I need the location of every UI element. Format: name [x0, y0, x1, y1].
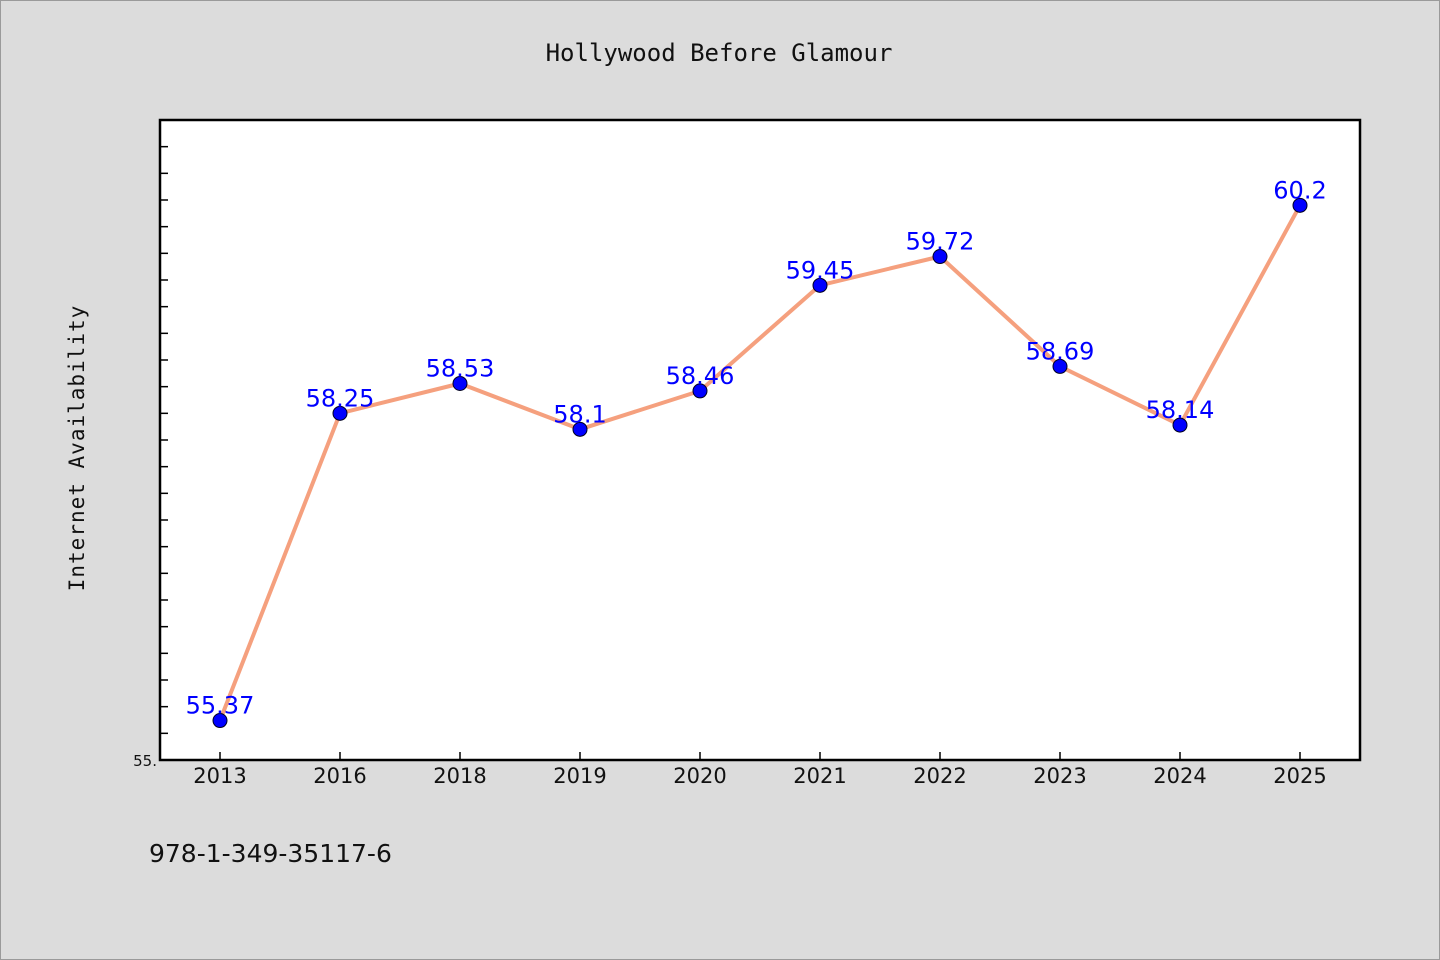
data-label: 58.53	[426, 354, 495, 382]
data-point	[572, 421, 588, 437]
data-point	[452, 375, 468, 391]
data-point	[692, 383, 708, 399]
data-label: 58.46	[666, 362, 735, 390]
data-label: 60.2	[1273, 176, 1326, 204]
x-tick-label: 2020	[673, 764, 726, 788]
data-point	[212, 713, 228, 729]
data-label: 59.45	[786, 256, 855, 284]
isbn-text: 978-1-349-35117-6	[149, 839, 392, 868]
x-tick-label: 2016	[313, 764, 366, 788]
x-tick-label: 2025	[1273, 764, 1326, 788]
x-tick-label: 2013	[193, 764, 246, 788]
data-labels: 55.37 58.25 58.53 58.1 58.46 59.45 59.72 58.69 5…	[186, 176, 1327, 719]
data-label: 58.1	[553, 400, 606, 428]
data-label: 55.37	[186, 692, 255, 720]
data-label: 59.72	[906, 228, 975, 256]
series-line	[218, 203, 1302, 723]
chart-title: Hollywood Before Glamour	[546, 39, 893, 67]
x-tick-label: 2019	[553, 764, 606, 788]
y-axis-label: Internet Availability	[65, 305, 89, 592]
data-point	[812, 277, 828, 293]
plot-border	[158, 118, 1362, 762]
data-point	[1172, 417, 1188, 433]
x-tick-label: 2023	[1033, 764, 1086, 788]
x-tick-label: 2018	[433, 764, 486, 788]
data-point	[932, 249, 948, 265]
x-tick-label: 2021	[793, 764, 846, 788]
plot-area	[160, 120, 1360, 760]
data-point	[332, 405, 348, 421]
x-axis-ticks: 2013 2016 2018 2019 2020 2021 2022 2023 2024 2025	[193, 752, 1327, 788]
data-label: 58.25	[306, 384, 375, 412]
data-markers	[212, 197, 1308, 729]
data-point	[1052, 358, 1068, 374]
x-tick-label: 2024	[1153, 764, 1206, 788]
x-tick-label: 2022	[913, 764, 966, 788]
data-point	[1292, 197, 1308, 213]
y-tick-label: 55.	[133, 752, 157, 770]
data-label: 58.14	[1146, 396, 1215, 424]
data-label: 58.69	[1026, 337, 1095, 365]
